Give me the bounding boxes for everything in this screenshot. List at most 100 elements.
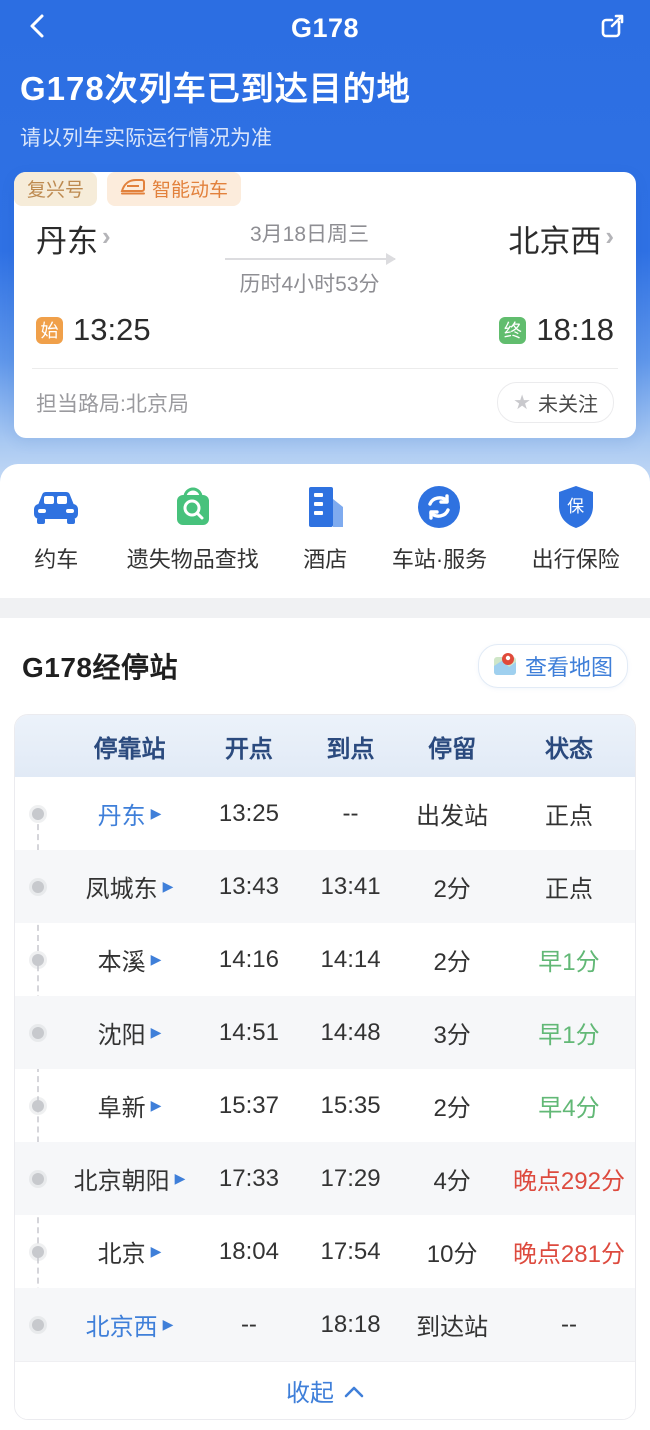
- station-link[interactable]: 丹东 ▶: [61, 796, 198, 831]
- departure-time-cell: 13:43: [218, 872, 279, 900]
- station-name: 阜新: [97, 1095, 146, 1122]
- departure-time-cell: 13:25: [218, 799, 279, 827]
- timeline-dot-icon: [32, 807, 44, 820]
- start-badge: 始: [36, 316, 63, 344]
- service-item-station-service[interactable]: 车站·服务: [392, 484, 487, 574]
- timeline-cell: [15, 1172, 61, 1185]
- arrival-time: 18:18: [536, 312, 614, 347]
- lost-found-icon: [171, 484, 215, 530]
- arrival-time-group: 终 18:18: [499, 312, 614, 348]
- route-arrow-icon: [224, 253, 396, 265]
- follow-button[interactable]: ★ 未关注: [497, 382, 614, 423]
- stops-header: G178经停站 查看地图: [14, 644, 636, 688]
- departure-time-cell: --: [240, 1310, 257, 1338]
- hotel-icon: [305, 484, 345, 530]
- stops-table: 停靠站 开点 到点 停留 状态 丹东 ▶ 13:25 -- 出发站 正点 凤城东 ▶ 13:43…: [14, 714, 636, 1420]
- station-link[interactable]: 北京 ▶: [61, 1234, 198, 1269]
- destination-station-name: 北京西: [508, 224, 602, 259]
- page-title: G178: [290, 12, 360, 43]
- table-row: 北京 ▶ 18:04 17:54 10分 晚点281分: [15, 1215, 635, 1288]
- map-icon: [493, 652, 517, 681]
- stops-section: G178经停站 查看地图 停靠站 开点 到点 停留 状态 丹东 ▶ 13:25 --: [0, 618, 650, 1430]
- stay-cell: 到达站: [416, 1314, 489, 1341]
- timeline-dot-icon: [32, 1026, 44, 1039]
- station-name: 凤城东: [85, 876, 158, 903]
- service-item-hotel[interactable]: 酒店: [303, 484, 347, 574]
- service-label: 出行保险: [531, 547, 620, 572]
- arrival-time-cell: 14:14: [320, 945, 381, 973]
- times-row: 始 13:25 终 18:18: [36, 312, 614, 348]
- departure-time-cell: 14:51: [218, 1018, 279, 1046]
- chevron-right-icon: ›: [102, 221, 111, 251]
- back-chevron-icon: [25, 13, 49, 44]
- share-icon: [598, 11, 628, 46]
- arrival-time-cell: 13:41: [320, 872, 381, 900]
- service-item-lost-found[interactable]: 遗失物品查找: [127, 484, 259, 574]
- station-link[interactable]: 北京西 ▶: [61, 1307, 198, 1342]
- stops-title: G178经停站: [22, 652, 178, 683]
- section-separator: [0, 598, 650, 618]
- services-row: 约车 遗失物品查找 酒店 车站·服务 保出行保险: [0, 464, 650, 598]
- station-name: 北京: [97, 1241, 146, 1268]
- stay-cell: 4分: [433, 1168, 471, 1195]
- col-station: 停靠站: [93, 735, 166, 763]
- station-link[interactable]: 本溪 ▶: [61, 942, 198, 977]
- destination-station[interactable]: 北京西 ›: [508, 216, 614, 261]
- timeline-dot-icon: [32, 1172, 44, 1185]
- back-button[interactable]: [20, 11, 54, 45]
- status-cell: 正点: [544, 803, 593, 830]
- view-map-button[interactable]: 查看地图: [477, 644, 628, 688]
- stay-cell: 2分: [433, 1095, 471, 1122]
- stay-cell: 2分: [433, 876, 471, 903]
- timeline-cell: [15, 953, 61, 966]
- stay-cell: 出发站: [416, 803, 489, 830]
- station-link[interactable]: 阜新 ▶: [61, 1088, 198, 1123]
- timeline-dot-icon: [32, 1099, 44, 1112]
- chevron-right-icon: ›: [605, 221, 614, 251]
- card-divider: [32, 368, 618, 369]
- table-row: 阜新 ▶ 15:37 15:35 2分 早4分: [15, 1069, 635, 1142]
- timeline-cell: [15, 1099, 61, 1112]
- end-badge: 终: [499, 316, 527, 344]
- triangle-right-icon: ▶: [150, 1097, 162, 1113]
- share-button[interactable]: [596, 11, 630, 45]
- status-cell: 正点: [544, 876, 593, 903]
- arrival-time-cell: 17:54: [320, 1237, 381, 1265]
- service-item-car[interactable]: 约车: [30, 484, 82, 574]
- station-name: 沈阳: [97, 1022, 146, 1049]
- table-row: 沈阳 ▶ 14:51 14:48 3分 早1分: [15, 996, 635, 1069]
- timeline-cell: [15, 1026, 61, 1039]
- collapse-button[interactable]: 收起: [15, 1361, 635, 1419]
- view-map-label: 查看地图: [524, 655, 613, 680]
- col-status: 状态: [544, 735, 593, 763]
- travel-duration: 历时4小时53分: [239, 273, 380, 296]
- station-link[interactable]: 沈阳 ▶: [61, 1015, 198, 1050]
- train-icon: [120, 177, 146, 201]
- triangle-right-icon: ▶: [150, 1243, 162, 1259]
- collapse-label: 收起: [286, 1380, 334, 1407]
- status-cell: 早1分: [538, 949, 600, 976]
- station-name: 北京西: [85, 1314, 158, 1341]
- stay-cell: 10分: [426, 1241, 478, 1268]
- departure-time-cell: 15:37: [218, 1091, 279, 1119]
- timeline-cell: [15, 1245, 61, 1258]
- triangle-right-icon: ▶: [150, 951, 162, 967]
- service-label: 遗失物品查找: [126, 547, 259, 572]
- timeline-cell: [15, 807, 61, 820]
- car-icon: [30, 484, 82, 530]
- stops-table-header: 停靠站 开点 到点 停留 状态: [15, 715, 635, 777]
- table-row: 北京朝阳 ▶ 17:33 17:29 4分 晚点292分: [15, 1142, 635, 1215]
- origin-station[interactable]: 丹东 ›: [36, 216, 111, 261]
- service-item-insurance[interactable]: 保出行保险: [532, 484, 620, 574]
- stay-cell: 2分: [433, 949, 471, 976]
- tag-smart-emu: 智能动车: [107, 172, 242, 206]
- station-link[interactable]: 北京朝阳 ▶: [61, 1161, 198, 1196]
- star-icon: ★: [513, 392, 531, 414]
- station-link[interactable]: 凤城东 ▶: [61, 869, 198, 904]
- tag-smart-emu-label: 智能动车: [152, 180, 229, 201]
- follow-label: 未关注: [538, 394, 598, 416]
- table-row: 凤城东 ▶ 13:43 13:41 2分 正点: [15, 850, 635, 923]
- table-row: 本溪 ▶ 14:16 14:14 2分 早1分: [15, 923, 635, 996]
- bureau-label: 担当路局:北京局: [36, 392, 189, 416]
- chevron-up-icon: [344, 1377, 364, 1405]
